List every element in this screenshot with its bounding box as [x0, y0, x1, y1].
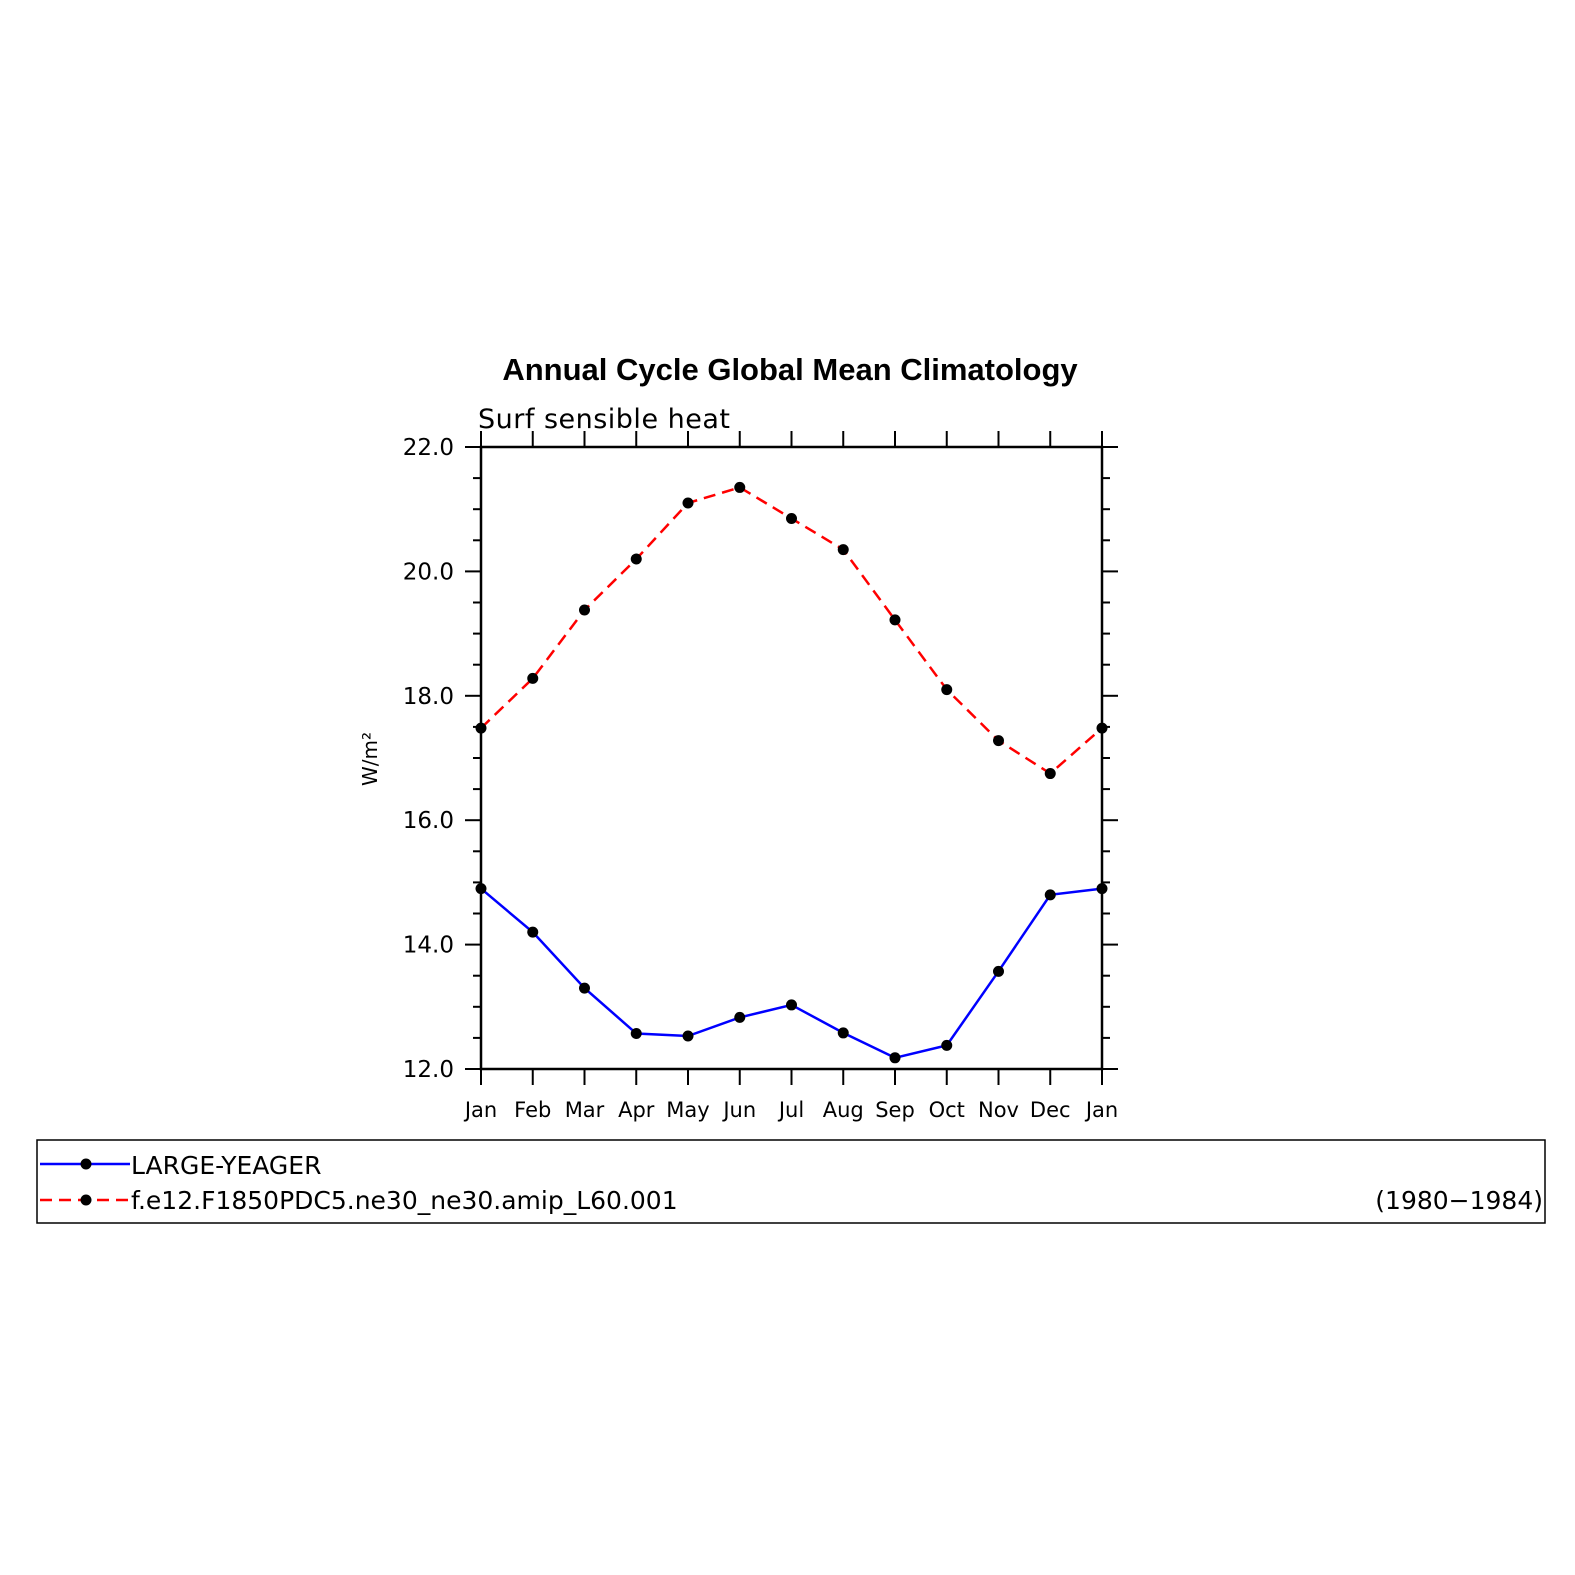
series-0-point — [579, 982, 590, 994]
series-line-0 — [480, 887, 1103, 1060]
chart-subtitle: Surf sensible heat — [478, 404, 731, 435]
series-1-point — [1096, 722, 1108, 734]
series-0-point — [786, 999, 797, 1011]
series-1-point — [837, 544, 849, 556]
series-1-point — [527, 672, 539, 684]
legend-marker-0 — [80, 1158, 92, 1170]
x-tick-label: Mar — [565, 1098, 605, 1122]
series-1-point — [993, 735, 1004, 747]
series-1-point — [630, 553, 642, 565]
series-0-point — [993, 965, 1004, 977]
series-0-point — [682, 1030, 694, 1042]
series-1-point — [786, 513, 797, 525]
y-tick-label: 16.0 — [403, 808, 454, 834]
x-tick-label: Jan — [1084, 1098, 1118, 1122]
x-tick-label: Feb — [514, 1098, 551, 1122]
y-tick-label: 18.0 — [403, 684, 454, 710]
series-1-point — [579, 604, 590, 616]
series-1-point — [889, 614, 901, 626]
series-layer — [475, 481, 1108, 1064]
x-tick-label: Jan — [463, 1098, 497, 1122]
chart-title: Annual Cycle Global Mean Climatology — [502, 352, 1078, 387]
x-tick-label: Apr — [618, 1098, 655, 1122]
x-tick-label: Sep — [875, 1098, 915, 1122]
series-0-point — [1096, 883, 1108, 895]
series-line-1 — [480, 486, 1103, 776]
series-0-point — [837, 1027, 849, 1039]
x-tick-label: Oct — [929, 1098, 965, 1122]
legend-period: (1980−1984) — [1375, 1186, 1543, 1215]
series-0-point — [1044, 889, 1056, 901]
x-tick-label: Aug — [823, 1098, 864, 1122]
legend-label-0: LARGE-YEAGER — [131, 1151, 321, 1180]
x-tick-label: Dec — [1030, 1098, 1071, 1122]
y-tick-label: 20.0 — [403, 559, 454, 585]
series-1-point — [475, 722, 487, 734]
series-0-point — [527, 926, 539, 938]
legend: LARGE-YEAGER f.e12.F1850PDC5.ne30_ne30.a… — [36, 1139, 1546, 1224]
series-1-point — [941, 684, 953, 696]
series-1-point — [1044, 768, 1056, 780]
series-0-point — [941, 1039, 953, 1051]
x-tick-label: Jul — [777, 1098, 804, 1122]
legend-box — [36, 1139, 1546, 1224]
x-tick-label: Nov — [978, 1098, 1019, 1122]
series-1-point — [682, 497, 694, 509]
series-0-point — [475, 883, 487, 895]
series-0-point — [734, 1011, 746, 1023]
y-axis-label: W/m² — [358, 732, 382, 786]
y-tick-label: 12.0 — [403, 1057, 454, 1083]
legend-marker-1 — [80, 1194, 92, 1206]
x-tick-label: Jun — [721, 1098, 756, 1122]
y-tick-label: 14.0 — [403, 933, 454, 959]
series-0-point — [889, 1052, 901, 1064]
legend-label-1: f.e12.F1850PDC5.ne30_ne30.amip_L60.001 — [131, 1186, 678, 1215]
series-0-point — [630, 1028, 642, 1040]
series-1-point — [734, 481, 746, 493]
axes: 12.0 14.0 16.0 18.0 20.0 22.0 Jan Feb Mar Apr May J… — [403, 431, 1118, 1122]
x-tick-label: May — [666, 1098, 709, 1122]
y-tick-label: 22.0 — [403, 435, 454, 461]
